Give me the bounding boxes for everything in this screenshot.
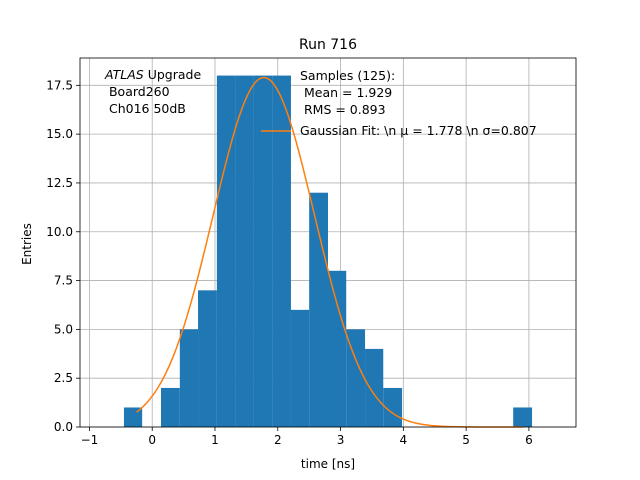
y-tick-label: 7.5 (54, 274, 73, 288)
x-tick-label: −1 (81, 433, 99, 447)
histogram-bar (290, 309, 310, 427)
x-axis-ticks: −1 0 1 2 3 4 5 6 (81, 427, 533, 447)
histogram-bar (365, 348, 384, 427)
x-tick-label: 5 (462, 433, 470, 447)
histogram-bar (328, 270, 347, 427)
annotation-upgrade: Upgrade (144, 67, 202, 82)
histogram-bars (123, 75, 533, 428)
y-tick-label: 2.5 (54, 371, 73, 385)
atlas-annotation: ATLAS Upgrade Board260 Ch016 50dB (104, 67, 201, 116)
legend-samples-title: Samples (125): (300, 68, 395, 83)
y-tick-label: 12.5 (46, 176, 73, 190)
y-axis-label: Entries (20, 223, 34, 265)
x-tick-label: 4 (400, 433, 408, 447)
legend-fit-label: Gaussian Fit: \n μ = 1.778 \n σ=0.807 (300, 123, 537, 138)
histogram-bar (160, 387, 180, 427)
plot-frame (79, 57, 577, 428)
histogram-bar (513, 407, 533, 427)
x-axis-label: time [ns] (301, 457, 355, 471)
annotation-atlas: ATLAS (104, 67, 144, 82)
legend-rms: RMS = 0.893 (300, 102, 386, 117)
histogram-bar (309, 192, 328, 427)
histogram-bar (235, 75, 254, 428)
histogram-bar (179, 329, 199, 427)
y-axis-ticks: 0.0 2.5 5.0 7.5 10.0 12.5 15.0 17.5 (46, 78, 80, 434)
histogram-bar (383, 387, 403, 427)
annotation-line-2: Board260 (105, 84, 170, 99)
y-tick-label: 0.0 (54, 420, 73, 434)
x-tick-label: 2 (274, 433, 282, 447)
x-tick-label: 3 (337, 433, 345, 447)
x-tick-label: 1 (211, 433, 219, 447)
legend: Samples (125): Mean = 1.929 RMS = 0.893 … (261, 68, 537, 138)
chart-title: Run 716 (299, 37, 357, 53)
histogram-bar (198, 290, 217, 427)
y-tick-label: 15.0 (46, 127, 73, 141)
histogram-bar (216, 75, 236, 428)
x-tick-label: 0 (148, 433, 156, 447)
y-tick-label: 17.5 (46, 78, 73, 92)
annotation-line-3: Ch016 50dB (105, 101, 186, 116)
y-tick-label: 10.0 (46, 225, 73, 239)
y-tick-label: 5.0 (54, 322, 73, 336)
x-tick-label: 6 (525, 433, 533, 447)
annotation-line-1: ATLAS Upgrade (104, 67, 201, 82)
histogram-bar (346, 329, 366, 427)
histogram-bar (253, 75, 273, 428)
legend-mean: Mean = 1.929 (300, 85, 392, 100)
histogram-bar (123, 407, 143, 427)
histogram-bar (272, 75, 291, 428)
